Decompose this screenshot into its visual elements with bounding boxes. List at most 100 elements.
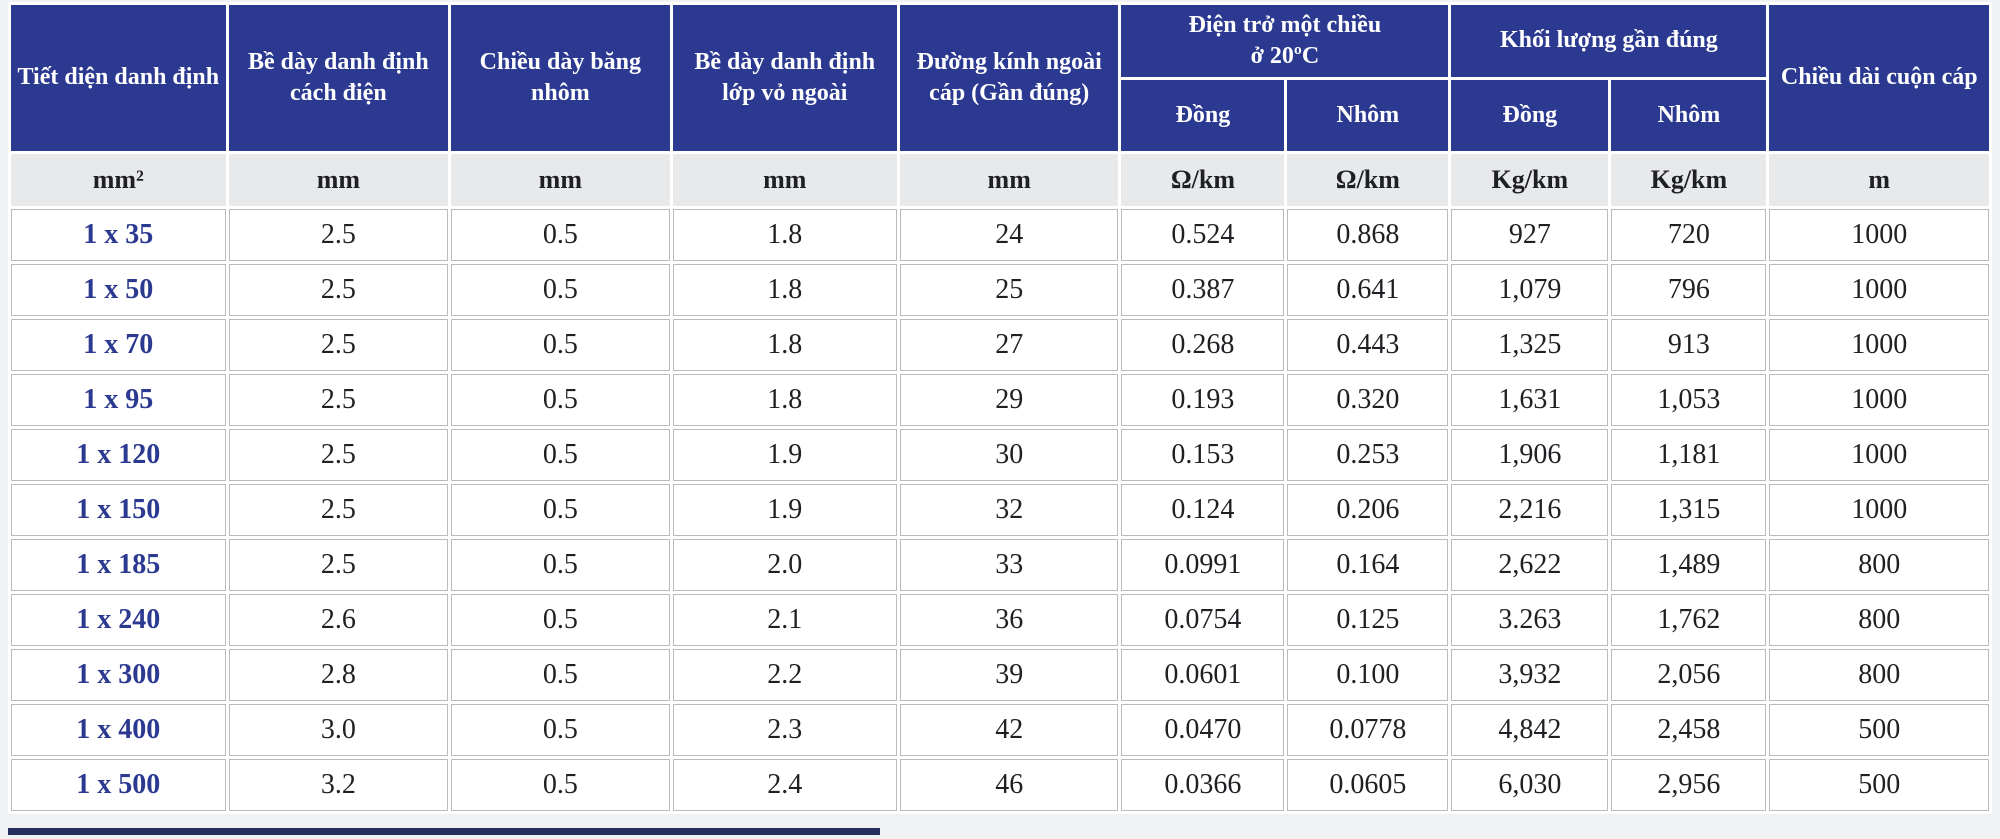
bottom-accent-bar	[8, 828, 880, 835]
row-label-size: 1 x 150	[11, 484, 226, 536]
table-cell: 27	[899, 319, 1119, 371]
table-cell: 0.124	[1121, 484, 1285, 536]
table-cell: 3.0	[228, 704, 449, 756]
unit-cell: mm	[228, 154, 449, 206]
table-cell: 2.3	[672, 704, 897, 756]
table-cell: 1000	[1769, 484, 1989, 536]
table-cell: 2,216	[1451, 484, 1609, 536]
table-cell: 25	[899, 264, 1119, 316]
table-cell: 1,079	[1451, 264, 1609, 316]
table-cell: 32	[899, 484, 1119, 536]
col-group-approx-mass: Khối lượng gần đúng	[1451, 5, 1767, 77]
table-cell: 39	[899, 649, 1119, 701]
table-cell: 0.5	[451, 594, 670, 646]
table-cell: 2.6	[228, 594, 449, 646]
col-header-outer-sheath-thickness: Bề dày danh định lớp vỏ ngoài	[672, 5, 897, 151]
table-cell: 0.0754	[1121, 594, 1285, 646]
table-cell: 927	[1451, 209, 1609, 261]
col-group-dc-resistance: Điện trở một chiều ở 20ºC	[1121, 5, 1449, 77]
table-cell: 1.8	[672, 209, 897, 261]
row-label-size: 1 x 50	[11, 264, 226, 316]
table-cell: 1,181	[1611, 429, 1767, 481]
table-cell: 0.524	[1121, 209, 1285, 261]
subheader-resistance-copper: Đồng	[1121, 80, 1285, 151]
table-cell: 800	[1769, 539, 1989, 591]
table-cell: 1.9	[672, 429, 897, 481]
table-cell: 0.0778	[1287, 704, 1449, 756]
table-cell: 0.387	[1121, 264, 1285, 316]
table-cell: 2.5	[228, 429, 449, 481]
table-cell: 2.5	[228, 319, 449, 371]
row-label-size: 1 x 240	[11, 594, 226, 646]
subheader-resistance-aluminium: Nhôm	[1287, 80, 1449, 151]
table-cell: 2.5	[228, 539, 449, 591]
table-cell: 0.5	[451, 484, 670, 536]
table-cell: 0.0605	[1287, 759, 1449, 811]
table-row: 1 x 300 2.8 0.5 2.2 39 0.0601 0.100 3,932 2,056 8…	[11, 649, 1989, 701]
table-cell: 1,631	[1451, 374, 1609, 426]
dc-resistance-label-line2: ở 20ºC	[1250, 43, 1320, 69]
row-label-size: 1 x 95	[11, 374, 226, 426]
table-cell: 500	[1769, 759, 1989, 811]
table-cell: 2.5	[228, 484, 449, 536]
table-cell: 1,315	[1611, 484, 1767, 536]
table-cell: 0.268	[1121, 319, 1285, 371]
row-label-size: 1 x 300	[11, 649, 226, 701]
unit-cell: m	[1769, 154, 1989, 206]
table-cell: 0.5	[451, 264, 670, 316]
table-cell: 0.5	[451, 429, 670, 481]
table-row: 1 x 35 2.5 0.5 1.8 24 0.524 0.868 927 720 1000	[11, 209, 1989, 261]
table-cell: 0.0366	[1121, 759, 1285, 811]
table-cell: 913	[1611, 319, 1767, 371]
table-cell: 0.5	[451, 704, 670, 756]
table-cell: 6,030	[1451, 759, 1609, 811]
table-cell: 0.443	[1287, 319, 1449, 371]
col-header-drum-length: Chiều dài cuộn cáp	[1769, 5, 1989, 151]
table-cell: 0.100	[1287, 649, 1449, 701]
subheader-mass-aluminium: Nhôm	[1611, 80, 1767, 151]
table-cell: 1,325	[1451, 319, 1609, 371]
table-row: 1 x 70 2.5 0.5 1.8 27 0.268 0.443 1,325 913 1000	[11, 319, 1989, 371]
table-cell: 1.8	[672, 374, 897, 426]
unit-cell: Ω/km	[1121, 154, 1285, 206]
table-cell: 2,622	[1451, 539, 1609, 591]
table-cell: 0.0601	[1121, 649, 1285, 701]
table-row: 1 x 400 3.0 0.5 2.3 42 0.0470 0.0778 4,842 2,458…	[11, 704, 1989, 756]
table-cell: 800	[1769, 649, 1989, 701]
table-cell: 0.5	[451, 539, 670, 591]
table-cell: 46	[899, 759, 1119, 811]
table-cell: 2.4	[672, 759, 897, 811]
table-cell: 2.0	[672, 539, 897, 591]
row-label-size: 1 x 400	[11, 704, 226, 756]
unit-cell: mm	[899, 154, 1119, 206]
table-cell: 0.320	[1287, 374, 1449, 426]
table-cell: 24	[899, 209, 1119, 261]
table-row: 1 x 240 2.6 0.5 2.1 36 0.0754 0.125 3.263 1,762 8…	[11, 594, 1989, 646]
dc-resistance-label-line1: Điện trở một chiều	[1188, 11, 1382, 38]
unit-cell: Kg/km	[1611, 154, 1767, 206]
table-row: 1 x 50 2.5 0.5 1.8 25 0.387 0.641 1,079 796 1000	[11, 264, 1989, 316]
table-cell: 0.5	[451, 209, 670, 261]
table-row: 1 x 500 3.2 0.5 2.4 46 0.0366 0.0605 6,030 2,956…	[11, 759, 1989, 811]
table-cell: 0.0991	[1121, 539, 1285, 591]
table-cell: 4,842	[1451, 704, 1609, 756]
table-row: 1 x 120 2.5 0.5 1.9 30 0.153 0.253 1,906 1,181 10…	[11, 429, 1989, 481]
table-cell: 3.263	[1451, 594, 1609, 646]
table-cell: 2.1	[672, 594, 897, 646]
table-cell: 1000	[1769, 209, 1989, 261]
unit-cell: mm	[451, 154, 670, 206]
table-cell: 1,489	[1611, 539, 1767, 591]
unit-cell: Ω/km	[1287, 154, 1449, 206]
table-cell: 1000	[1769, 264, 1989, 316]
table-cell: 0.641	[1287, 264, 1449, 316]
table-cell: 1000	[1769, 319, 1989, 371]
table-cell: 1,906	[1451, 429, 1609, 481]
table-row: 1 x 95 2.5 0.5 1.8 29 0.193 0.320 1,631 1,053 100…	[11, 374, 1989, 426]
table-cell: 36	[899, 594, 1119, 646]
table-cell: 1.8	[672, 264, 897, 316]
col-header-insulation-thickness: Bề dày danh định cách điện	[228, 5, 449, 151]
unit-cell: mm	[672, 154, 897, 206]
col-header-overall-diameter: Đường kính ngoài cáp (Gần đúng)	[899, 5, 1119, 151]
table-cell: 3,932	[1451, 649, 1609, 701]
